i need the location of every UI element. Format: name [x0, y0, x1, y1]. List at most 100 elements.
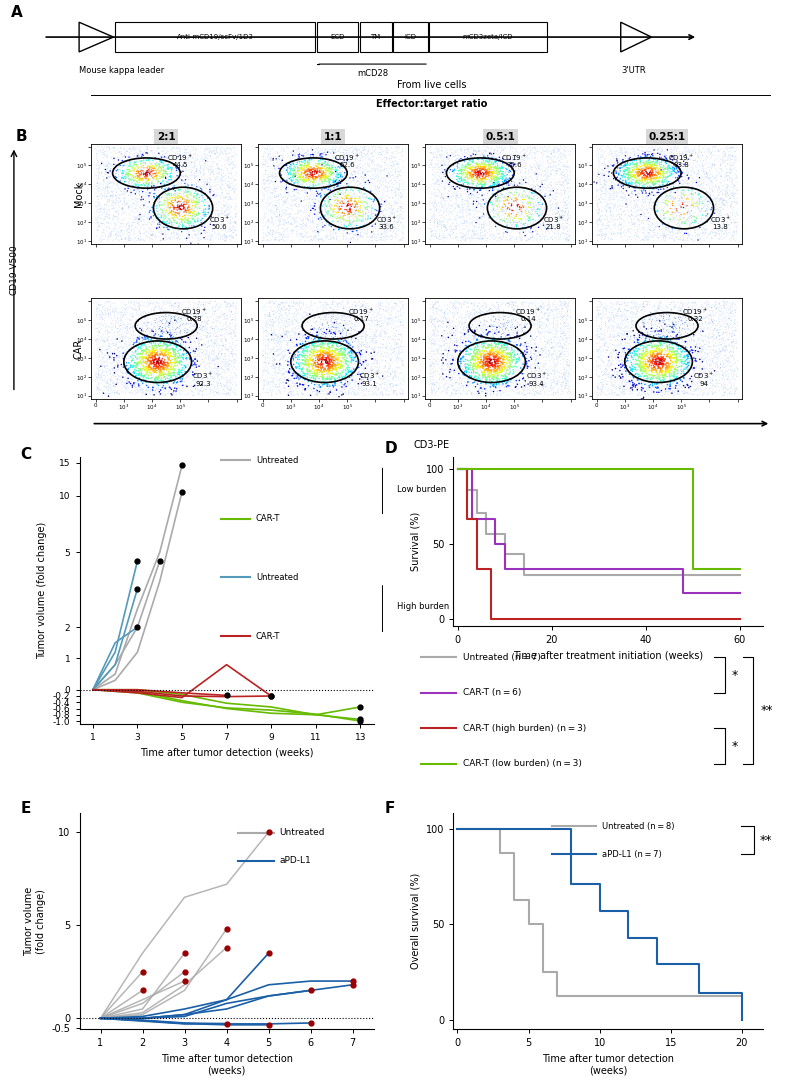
Point	[457, 331, 470, 348]
Point	[145, 348, 157, 366]
Point	[277, 160, 290, 178]
Point	[273, 169, 286, 186]
Point	[683, 182, 696, 199]
Point	[621, 302, 634, 319]
Point	[211, 323, 224, 341]
Point	[339, 342, 351, 359]
Point	[448, 348, 460, 366]
Point	[138, 305, 150, 322]
Point	[505, 362, 518, 379]
Point	[281, 184, 293, 201]
Point	[437, 354, 450, 371]
Point	[494, 342, 506, 359]
Point	[560, 299, 573, 317]
Point	[600, 375, 613, 392]
Point	[162, 384, 175, 402]
Point	[638, 316, 650, 333]
Point	[312, 222, 324, 240]
Point	[650, 319, 663, 337]
Point	[671, 211, 684, 229]
Point	[463, 168, 476, 185]
Point	[130, 319, 142, 337]
Point	[522, 298, 535, 316]
Point	[708, 383, 721, 401]
Point	[112, 224, 125, 242]
Point	[603, 191, 615, 208]
Point	[205, 194, 218, 211]
Point	[125, 326, 138, 343]
Point	[533, 215, 545, 232]
Point	[473, 372, 486, 390]
Point	[447, 297, 460, 315]
Point	[312, 384, 325, 402]
Point	[642, 350, 655, 367]
Point	[144, 150, 157, 168]
Point	[98, 348, 111, 366]
Point	[645, 144, 657, 161]
Point	[637, 231, 650, 248]
Point	[429, 175, 441, 193]
Point	[99, 295, 111, 313]
Point	[99, 181, 111, 198]
Point	[347, 328, 359, 345]
Point	[436, 146, 449, 163]
Point	[325, 231, 338, 248]
Point	[299, 326, 312, 343]
Point	[636, 365, 649, 382]
Point	[496, 293, 509, 310]
Point	[324, 158, 337, 175]
Point	[221, 360, 234, 378]
Point	[109, 231, 122, 248]
Point	[555, 365, 568, 382]
Point	[331, 296, 343, 314]
Point	[394, 376, 407, 393]
Point	[345, 184, 358, 201]
Point	[677, 332, 690, 350]
Point	[479, 170, 491, 187]
Point	[380, 144, 393, 161]
Point	[458, 372, 471, 390]
Point	[169, 325, 182, 342]
Point	[638, 315, 650, 332]
Point	[345, 301, 358, 318]
Point	[529, 182, 541, 199]
Point	[300, 346, 312, 364]
Point	[125, 225, 138, 243]
Point	[607, 367, 619, 384]
Point	[642, 143, 654, 160]
Point	[542, 162, 555, 180]
Point	[716, 304, 729, 321]
Point	[145, 227, 158, 244]
Point	[462, 359, 475, 377]
Point	[106, 199, 118, 217]
Point	[710, 225, 723, 243]
Point	[491, 360, 503, 378]
Point	[304, 197, 316, 215]
Point	[152, 173, 165, 191]
Point	[631, 331, 644, 348]
Point	[285, 216, 297, 233]
Point	[450, 211, 463, 229]
Point	[379, 298, 392, 316]
Point	[505, 364, 518, 381]
Point	[549, 220, 562, 237]
Point	[180, 203, 193, 220]
Point	[632, 315, 645, 332]
Point	[687, 319, 700, 337]
Point	[157, 167, 170, 184]
Point	[289, 196, 302, 213]
Point	[266, 293, 278, 310]
Point	[477, 163, 490, 181]
Point	[165, 380, 178, 397]
Point	[619, 206, 631, 223]
Point	[184, 192, 197, 209]
Point	[446, 182, 459, 199]
Point	[604, 143, 617, 160]
Point	[679, 223, 692, 241]
Point	[115, 342, 128, 359]
Point	[337, 359, 350, 377]
Point	[133, 230, 145, 247]
Point	[369, 358, 382, 376]
Point	[109, 167, 122, 184]
Point	[683, 144, 696, 161]
